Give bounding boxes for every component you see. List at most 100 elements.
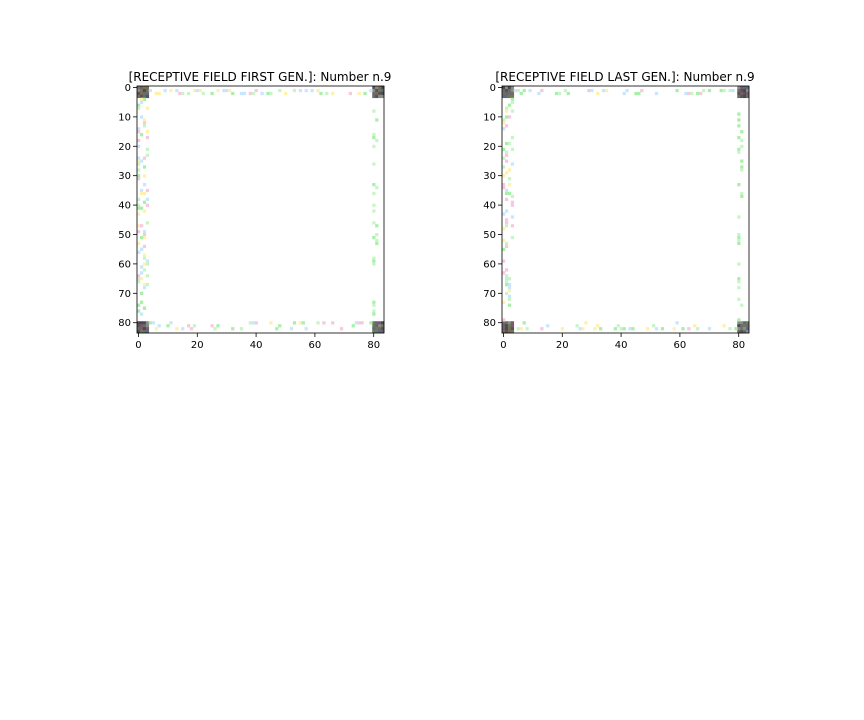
heatmap-cell [522,88,526,93]
heatmap-corner-cell [372,94,376,99]
heatmap-corner-cell [139,88,144,93]
heatmap-cell [619,327,623,331]
heatmap-cell [137,250,141,254]
heatmap-cell [284,91,288,96]
heatmap-cell [351,324,355,328]
y-tick-label: 30 [483,171,496,182]
heatmap-cell [502,212,506,216]
heatmap-cell [557,91,562,96]
heatmap-cell [292,321,297,325]
heatmap-cell [504,159,509,163]
heatmap-cell [142,118,147,122]
heatmap-corner-cell [504,330,509,334]
heatmap-cell [519,327,523,331]
heatmap-cell [139,115,144,119]
heatmap-corner-cell [510,330,515,334]
heatmap-cell [210,324,214,328]
y-tick-label: 40 [483,201,496,212]
heatmap-cell [166,324,170,328]
heatmap-cell [502,185,506,190]
y-tick-label: 60 [483,259,496,270]
heatmap-cell [504,268,509,272]
heatmap-cell [504,197,509,201]
heatmap-cell [522,321,526,325]
x-tick-label: 80 [367,340,380,351]
heatmap-cell [372,312,376,316]
heatmap-cell [737,147,741,151]
heatmap-cell [137,230,141,234]
heatmap-panel-first-gen: [RECEPTIVE FIELD FIRST GEN.]: Number n.9… [118,70,391,351]
heatmap-cell [157,324,161,328]
heatmap-corner-cell [145,327,150,331]
heatmap-corner-cell [145,330,150,334]
heatmap-cell [372,203,376,207]
heatmap-corner-cell [372,330,376,334]
heatmap-cell [510,235,515,240]
heatmap-corner-cell [145,324,150,328]
heatmap-cell [139,235,144,240]
heatmap-cell [596,324,600,328]
heatmap-corner-cell [743,94,747,99]
heatmap-corner-cell [381,86,385,90]
y-tick-label: 50 [118,230,131,241]
heatmap-corner-cell [145,94,150,99]
heatmap-cell [278,324,282,328]
heatmap-corner-cell [743,327,747,331]
heatmap-corner-cell [746,94,750,99]
heatmap-corner-cell [746,86,750,90]
heatmap-cell [687,327,691,331]
y-tick-label: 80 [118,318,131,329]
heatmap-cell [504,115,509,119]
heatmap-cell [613,327,617,331]
heatmap-cell [504,218,509,222]
heatmap-cell [372,235,376,240]
heatmap-cell [507,277,512,281]
x-tick-label: 0 [500,340,506,351]
x-tick-label: 0 [135,340,141,351]
heatmap-cell [195,88,200,93]
heatmap-cell [537,91,541,96]
heatmap-cell [137,106,141,110]
heatmap-cell [737,262,741,266]
heatmap-cell [251,91,255,96]
heatmap-cell [213,327,217,331]
heatmap-cell [137,212,141,216]
heatmap-cell [510,224,515,228]
heatmap-corner-cell [381,330,385,334]
heatmap-cell [142,156,147,160]
heatmap-corner-cell [502,321,506,325]
heatmap-cell [139,277,144,281]
heatmap-corner-cell [381,327,385,331]
heatmap-cell [728,327,732,331]
y-tick-label: 20 [483,142,496,153]
heatmap-cell [319,91,323,96]
y-tick-label: 80 [483,318,496,329]
x-tick-label: 60 [309,340,322,351]
heatmap-cell [151,321,155,325]
heatmap-cell [737,183,741,187]
heatmap-cell [254,88,258,93]
heatmap-cell [740,303,744,307]
heatmap-cell [375,233,379,237]
heatmap-cell [510,147,515,151]
heatmap-cell [646,327,650,331]
heatmap-corner-cell [375,330,379,334]
heatmap-corner-cell [502,86,506,90]
heatmap-image [502,86,750,334]
heatmap-cell [137,138,141,143]
heatmap-cell [575,324,579,328]
heatmap-corner-cell [510,91,515,96]
heatmap-cell [372,300,376,304]
heatmap-cell [375,238,379,243]
heatmap-cell [510,135,515,140]
heatmap-cell [513,88,518,93]
heatmap-corner-cell [142,327,147,331]
heatmap-cell [554,91,559,96]
heatmap-cell [634,91,638,96]
heatmap-corner-cell [737,321,741,325]
heatmap-cell [737,235,741,240]
heatmap-corner-cell [139,91,144,96]
heatmap-cell [142,256,147,260]
heatmap-cell [142,283,147,287]
heatmap-corner-cell [502,91,506,96]
